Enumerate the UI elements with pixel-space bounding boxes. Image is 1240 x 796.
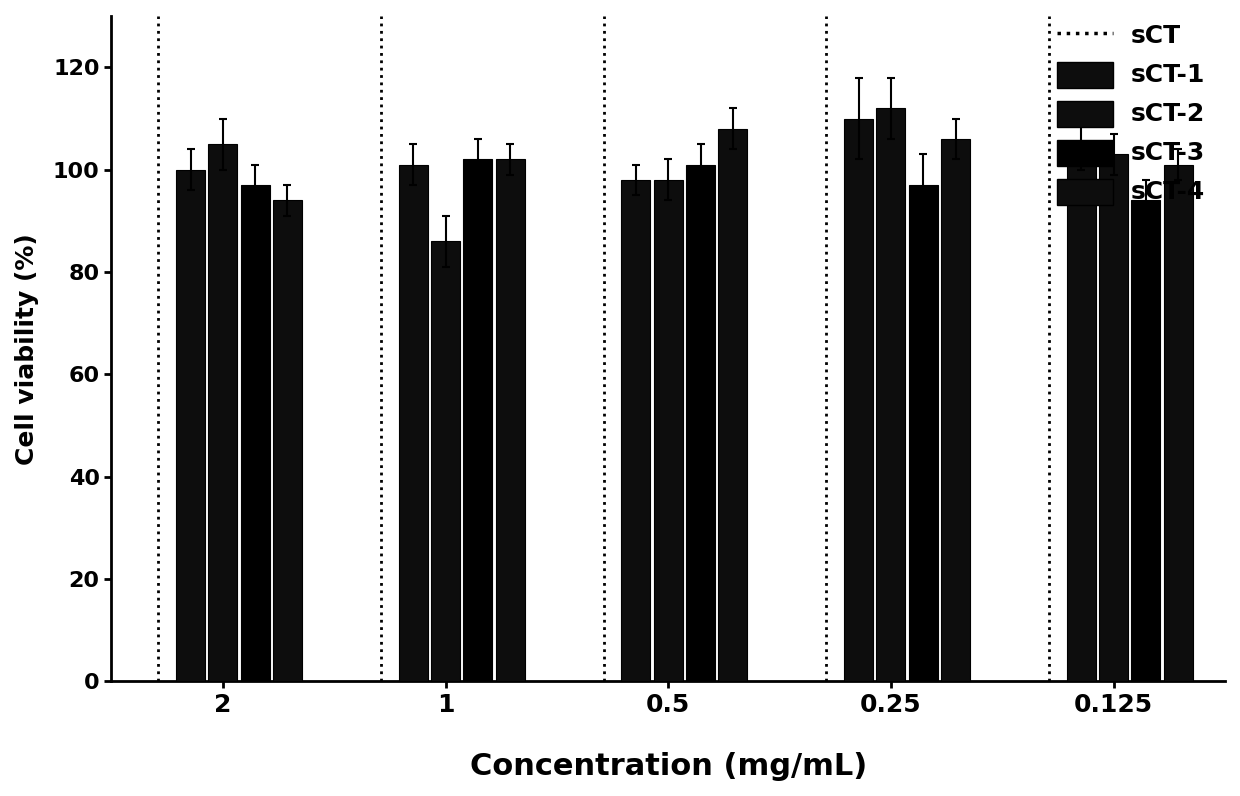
Y-axis label: Cell viability (%): Cell viability (%) (15, 233, 38, 465)
Bar (208, 144, 237, 681)
Bar (844, 119, 873, 681)
Bar (1066, 144, 1096, 681)
Bar (653, 180, 683, 681)
Bar (241, 185, 269, 681)
Bar (176, 170, 205, 681)
X-axis label: Concentration (mg/mL): Concentration (mg/mL) (470, 752, 867, 781)
Bar (399, 165, 428, 681)
Bar (621, 180, 651, 681)
Bar (686, 165, 715, 681)
Bar (496, 159, 525, 681)
Bar (1164, 165, 1193, 681)
Legend: sCT, sCT-1, sCT-2, sCT-3, sCT-4: sCT, sCT-1, sCT-2, sCT-3, sCT-4 (1048, 14, 1214, 213)
Bar (718, 129, 748, 681)
Bar (909, 185, 937, 681)
Bar (432, 241, 460, 681)
Bar (1099, 154, 1128, 681)
Bar (273, 201, 301, 681)
Bar (1131, 201, 1161, 681)
Bar (877, 108, 905, 681)
Bar (941, 139, 970, 681)
Bar (464, 159, 492, 681)
